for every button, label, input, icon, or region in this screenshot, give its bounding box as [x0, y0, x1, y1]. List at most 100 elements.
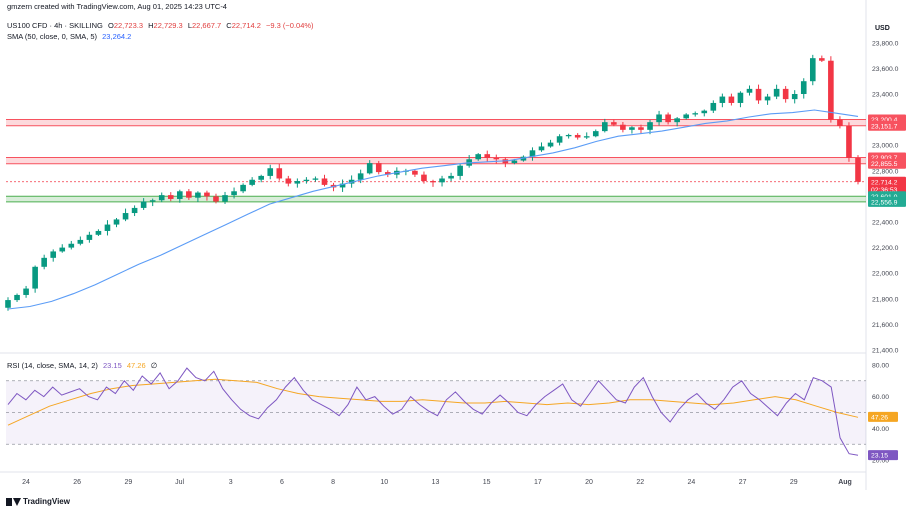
candle-body: [710, 102, 717, 111]
price-badge-label: 23,151.7: [871, 123, 898, 130]
price-axis-label: 22,800.0: [872, 168, 899, 175]
candle-body: [104, 224, 111, 231]
candle-body: [68, 243, 75, 248]
candle-body: [647, 122, 653, 130]
candle-body: [249, 179, 255, 185]
sma-line: [7, 109, 859, 310]
candle-body: [746, 88, 753, 93]
sma-label: SMA (50, close, 0, SMA, 5): [7, 32, 98, 41]
candle-body: [457, 165, 463, 176]
candle-body: [276, 168, 283, 179]
time-axis-label: Jul: [175, 479, 184, 486]
ohlc-change: −9.3 (−0.04%): [266, 21, 314, 30]
rsi-axis-label: 80.00: [872, 362, 889, 369]
price-axis-label: 23,600.0: [872, 66, 899, 73]
candle-body: [339, 183, 346, 188]
tradingview-brand: TradingView: [23, 497, 70, 506]
candle-body: [113, 219, 120, 225]
sma-value: 23,264.2: [102, 32, 132, 41]
candle-body: [86, 234, 93, 240]
candle-body: [421, 174, 427, 182]
candle-body: [294, 181, 301, 184]
candle-body: [23, 288, 29, 295]
candle-body: [222, 195, 228, 202]
candle-body: [186, 191, 192, 198]
candle-body: [312, 178, 319, 180]
time-axis-label: Aug: [838, 479, 852, 486]
candle-body: [240, 184, 246, 192]
candle-body: [592, 131, 599, 137]
time-axis-label: 29: [124, 479, 132, 486]
candle-body: [556, 136, 563, 143]
resistance-zone: [6, 119, 866, 126]
candle-body: [204, 192, 210, 197]
time-axis-label: 22: [636, 479, 644, 486]
candle-body: [800, 81, 807, 94]
candle-body: [267, 168, 274, 176]
time-axis-label: 3: [229, 479, 233, 486]
price-badge: [868, 196, 906, 207]
candle-body: [285, 178, 292, 184]
candle-body: [195, 192, 201, 198]
candle-body: [701, 110, 708, 114]
sma-legend[interactable]: SMA (50, close, 0, SMA, 5) 23,264.2: [7, 32, 134, 42]
rsi-axis-label: 40.00: [872, 426, 889, 433]
candle-body: [638, 127, 644, 130]
candle-body: [158, 195, 165, 201]
support-zone: [6, 196, 866, 202]
ohlc-close: C22,714.2: [226, 21, 261, 30]
ohlc-high: H22,729.3: [148, 21, 183, 30]
candle-body: [719, 96, 726, 103]
candle-body: [131, 207, 138, 214]
time-axis-label: 29: [790, 479, 798, 486]
candle-body: [547, 142, 554, 147]
candle-body: [782, 88, 789, 100]
candle-body: [629, 127, 635, 130]
time-axis-label: 10: [380, 479, 388, 486]
tradingview-logo[interactable]: TradingView: [6, 497, 70, 506]
candle-body: [511, 160, 518, 164]
candle-body: [366, 163, 373, 174]
candle-body: [583, 136, 590, 138]
candle-body: [565, 134, 572, 137]
time-axis-label: 24: [688, 479, 696, 486]
rsi-label: RSI (14, close, SMA, 14, 2): [7, 361, 98, 370]
price-badge: [868, 176, 906, 187]
price-badge-label: 22,903.7: [871, 155, 898, 162]
rsi-ma-line: [7, 378, 859, 426]
symbol-legend[interactable]: US100 CFD · 4h · SKILLING O22,723.3 H22,…: [7, 21, 317, 31]
resistance-zone: [6, 157, 866, 164]
price-axis-label: 21,800.0: [872, 296, 899, 303]
candle-body: [764, 96, 771, 101]
rsi-axis-label: 60.00: [872, 394, 889, 401]
rsi-legend[interactable]: RSI (14, close, SMA, 14, 2) 23.15 47.26 …: [7, 361, 160, 371]
candle-body: [303, 179, 310, 182]
candle-body: [819, 58, 825, 61]
candle-body: [484, 154, 491, 158]
candle-body: [665, 114, 671, 123]
candle-body: [620, 124, 626, 130]
candle-body: [828, 60, 834, 120]
candle-body: [122, 213, 129, 220]
candle-body: [855, 158, 861, 182]
candle-body: [837, 119, 843, 126]
ohlc-open: O22,723.3: [107, 21, 144, 30]
symbol-name: US100 CFD · 4h · SKILLING: [7, 21, 103, 30]
candle-body: [32, 266, 38, 289]
time-axis-label: 8: [331, 479, 335, 486]
time-axis-label: 27: [739, 479, 747, 486]
rsi-badge: [868, 450, 898, 461]
rsi-line: [7, 367, 859, 456]
candle-body: [755, 88, 762, 101]
rsi-ma-badge: [868, 411, 898, 422]
time-axis-label: 26: [73, 479, 81, 486]
candle-body: [375, 163, 382, 173]
rsi-axis-label: 20.00: [872, 458, 889, 465]
tradingview-logo-icon: [6, 497, 21, 506]
candle-body: [674, 118, 680, 123]
candle-body: [448, 175, 454, 179]
candle-body: [520, 156, 527, 161]
candle-body: [611, 122, 617, 125]
candle-body: [728, 96, 735, 103]
